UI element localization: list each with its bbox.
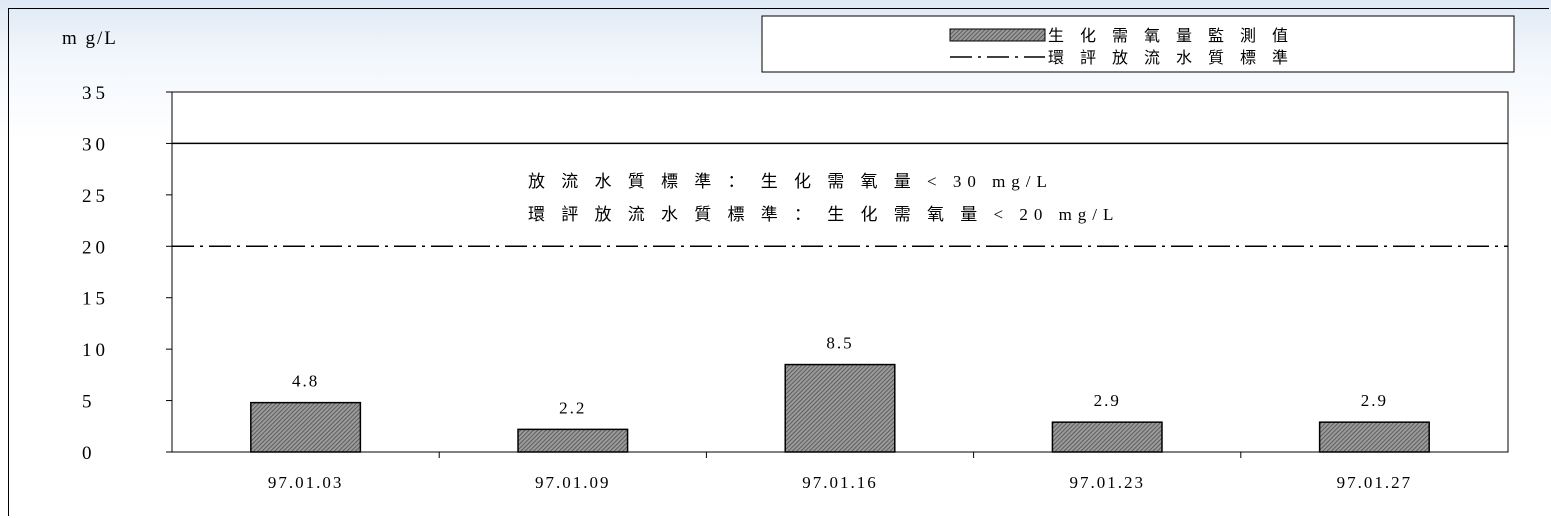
x-tick-label: 97.01.27 [1337,473,1413,492]
y-tick-label: 0 [82,443,96,464]
bar-value-label: 2.2 [559,398,586,417]
y-tick-label: 5 [82,392,96,413]
bar-value-label: 8.5 [826,334,853,353]
bar [517,428,629,453]
y-tick-label: 20 [82,237,109,258]
chart-frame [8,8,1549,516]
annotation-discharge-standard: 放 流 水 質 標 準 ： 生 化 需 氧 量 < 30 mg/L [528,172,1053,191]
y-tick-label: 25 [82,186,109,207]
x-tick-label: 97.01.23 [1069,473,1145,492]
reference-lines [172,142,1508,248]
x-tick-label: 97.01.03 [268,473,344,492]
x-tick-label: 97.01.16 [802,473,878,492]
unit-label: m g/L [62,28,118,49]
legend-entry-standard: 環 評 放 流 水 質 標 準 [1048,49,1294,67]
annotation-eia-standard: 環 評 放 流 水 質 標 準 ： 生 化 需 氧 量 < 20 mg/L [528,205,1119,224]
bar [1318,421,1430,453]
bar [784,363,896,453]
x-tick-label: 97.01.09 [535,473,611,492]
bar [250,401,362,453]
bar [1051,421,1163,453]
y-tick-label: 10 [82,340,109,361]
y-tick-label: 30 [82,134,109,155]
legend: 生 化 需 氧 量 監 測 值 環 評 放 流 水 質 標 準 [761,15,1515,73]
bar-value-label: 2.9 [1361,391,1388,410]
y-axis: 0 5 10 15 20 25 30 35 [82,83,172,464]
y-tick-label: 15 [82,289,109,310]
bars: 4.8 2.2 8.5 2.9 2.9 [250,334,1430,453]
x-axis: 97.01.03 97.01.09 97.01.16 97.01.23 97.01.27 [268,452,1413,492]
legend-swatch-bar [949,28,1046,42]
bar-value-label: 2.9 [1094,391,1121,410]
legend-box [761,15,1515,73]
bar-value-label: 4.8 [292,372,319,391]
y-tick-label: 35 [82,83,109,104]
legend-entry-bod: 生 化 需 氧 量 監 測 值 [1048,27,1294,45]
